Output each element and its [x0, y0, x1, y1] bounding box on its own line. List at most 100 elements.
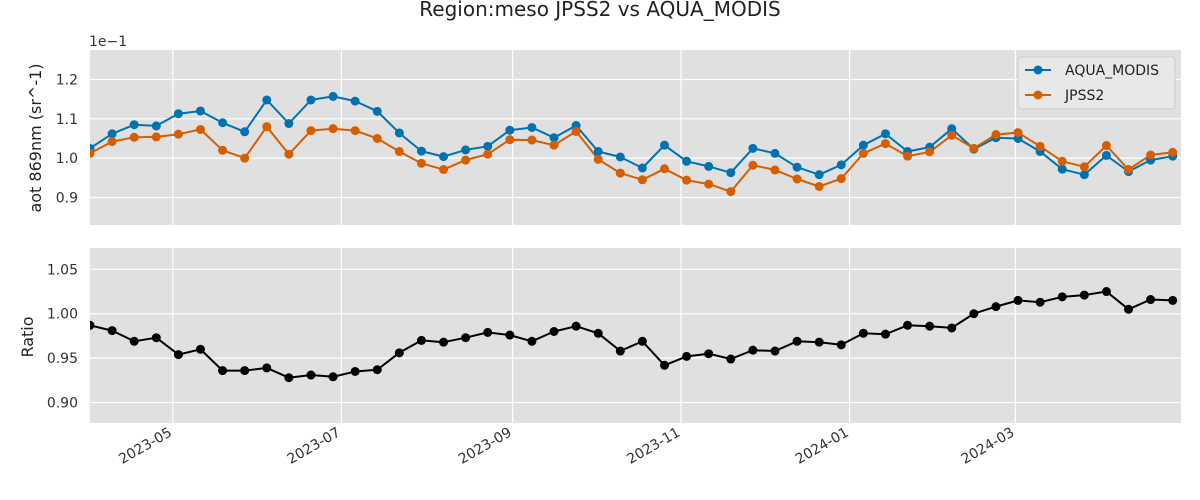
- bottom-series-points: [90, 287, 1178, 383]
- data-point-jpss2-9: [284, 149, 294, 159]
- data-point-jpss2-26: [660, 164, 670, 174]
- bottom-y-tick-1: 0.95: [47, 351, 78, 367]
- data-point-aqua-modis-34: [836, 160, 846, 170]
- data-point-aqua-modis-14: [394, 128, 404, 138]
- top-y-tick-0: 0.9: [56, 190, 78, 206]
- data-point-jpss2-0: [90, 148, 95, 158]
- data-point-jpss2-15: [416, 158, 426, 168]
- data-point-aqua-modis-24: [615, 152, 625, 162]
- data-point-ratio-13: [372, 365, 382, 375]
- data-point-ratio-3: [151, 333, 161, 343]
- data-point-jpss2-27: [682, 175, 692, 185]
- top-y-tick-labels: 0.9 1.0 1.1 1.2: [56, 72, 78, 206]
- data-point-jpss2-8: [262, 122, 272, 132]
- data-point-aqua-modis-36: [880, 129, 890, 139]
- data-point-aqua-modis-19: [505, 125, 515, 135]
- data-point-jpss2-20: [527, 135, 537, 145]
- data-point-ratio-49: [1168, 295, 1178, 305]
- top-series-points: [90, 91, 1178, 197]
- legend-marker-aqua-modis: [1033, 65, 1043, 75]
- data-point-jpss2-33: [814, 181, 824, 191]
- data-point-jpss2-19: [505, 135, 515, 145]
- data-point-jpss2-10: [306, 126, 316, 136]
- data-point-aqua-modis-9: [284, 119, 294, 129]
- data-point-ratio-26: [660, 360, 670, 370]
- data-point-aqua-modis-29: [726, 168, 736, 178]
- data-point-ratio-8: [262, 363, 272, 373]
- data-point-ratio-34: [836, 340, 846, 350]
- data-point-jpss2-12: [350, 126, 360, 136]
- data-point-ratio-25: [637, 336, 647, 346]
- data-point-aqua-modis-12: [350, 96, 360, 106]
- data-point-aqua-modis-8: [262, 95, 272, 105]
- x-tick-5: 2024-03: [959, 425, 1018, 468]
- bottom-y-tick-3: 1.05: [47, 262, 78, 278]
- data-point-aqua-modis-46: [1101, 150, 1111, 160]
- data-point-aqua-modis-44: [1057, 164, 1067, 174]
- data-point-ratio-43: [1035, 297, 1045, 307]
- top-y-offset-text: 1e−1: [89, 34, 127, 50]
- data-point-ratio-19: [505, 330, 515, 340]
- data-point-ratio-41: [991, 302, 1001, 312]
- x-tick-0: 2023-05: [116, 425, 175, 468]
- bottom-y-axis-label: Ratio: [18, 316, 37, 357]
- data-point-jpss2-22: [571, 126, 581, 136]
- bottom-plot-area: [90, 248, 1181, 423]
- data-point-aqua-modis-13: [372, 106, 382, 116]
- bottom-gridlines: [90, 248, 1181, 423]
- data-point-jpss2-31: [770, 165, 780, 175]
- x-tick-4: 2024-01: [793, 425, 852, 468]
- data-point-jpss2-1: [107, 137, 117, 147]
- data-point-ratio-32: [792, 336, 802, 346]
- data-point-aqua-modis-6: [218, 118, 228, 128]
- bottom-y-tick-0: 0.90: [47, 396, 78, 412]
- data-point-ratio-4: [173, 350, 183, 360]
- legend-box: [1017, 56, 1176, 110]
- data-point-ratio-33: [814, 337, 824, 347]
- data-point-aqua-modis-16: [439, 152, 449, 162]
- data-point-ratio-38: [925, 321, 935, 331]
- data-point-aqua-modis-20: [527, 122, 537, 132]
- data-point-aqua-modis-33: [814, 170, 824, 180]
- x-tick-1: 2023-07: [285, 425, 344, 468]
- top-y-tick-3: 1.2: [56, 72, 78, 88]
- data-point-aqua-modis-1: [107, 129, 117, 139]
- data-point-aqua-modis-32: [792, 162, 802, 172]
- data-point-aqua-modis-30: [748, 143, 758, 153]
- data-point-jpss2-6: [218, 145, 228, 155]
- data-point-jpss2-44: [1057, 156, 1067, 166]
- data-point-ratio-17: [461, 333, 471, 343]
- data-point-ratio-36: [880, 329, 890, 339]
- data-point-aqua-modis-28: [704, 161, 714, 171]
- data-point-ratio-2: [129, 336, 139, 346]
- data-point-ratio-21: [549, 327, 559, 337]
- data-point-jpss2-46: [1101, 141, 1111, 151]
- data-point-jpss2-45: [1079, 162, 1089, 172]
- data-point-ratio-37: [903, 320, 913, 330]
- data-point-ratio-9: [284, 373, 294, 383]
- data-point-ratio-1: [107, 326, 117, 336]
- data-point-ratio-28: [704, 349, 714, 359]
- data-point-jpss2-37: [903, 151, 913, 161]
- data-point-ratio-5: [195, 344, 205, 354]
- data-point-jpss2-7: [240, 153, 250, 163]
- data-point-aqua-modis-31: [770, 148, 780, 158]
- data-point-aqua-modis-5: [195, 106, 205, 116]
- data-point-ratio-24: [615, 346, 625, 356]
- data-point-ratio-40: [969, 309, 979, 319]
- data-point-ratio-10: [306, 370, 316, 380]
- data-point-jpss2-28: [704, 179, 714, 189]
- data-point-ratio-15: [416, 335, 426, 345]
- data-point-ratio-45: [1079, 290, 1089, 300]
- data-point-ratio-11: [328, 372, 338, 382]
- bottom-y-tick-2: 1.00: [47, 307, 78, 323]
- data-point-jpss2-2: [129, 132, 139, 142]
- data-point-jpss2-23: [593, 154, 603, 164]
- data-point-ratio-7: [240, 366, 250, 376]
- data-point-aqua-modis-18: [483, 141, 493, 151]
- data-point-jpss2-34: [836, 174, 846, 184]
- data-point-aqua-modis-35: [858, 140, 868, 150]
- data-point-aqua-modis-23: [593, 146, 603, 156]
- data-point-ratio-31: [770, 346, 780, 356]
